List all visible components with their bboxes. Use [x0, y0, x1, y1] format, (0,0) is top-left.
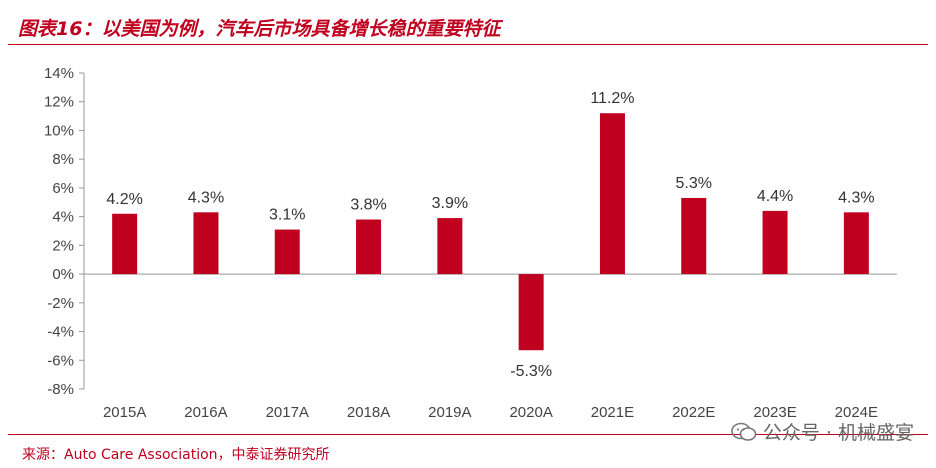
x-tick-label: 2019A	[428, 404, 471, 421]
source-note: 来源：Auto Care Association，中泰证券研究所	[22, 447, 330, 463]
bar-2023E	[762, 210, 788, 275]
x-tick-label: 2018A	[347, 404, 390, 421]
bar-2017A	[274, 229, 300, 275]
figure-header: 图表16：以美国为例，汽车后市场具备增长稳的重要特征	[0, 0, 936, 52]
data-label-2024E: 4.3%	[838, 189, 874, 206]
y-tick-label: -4%	[47, 324, 74, 341]
watermark-text: 公众号 · 机械盛宴	[762, 422, 914, 444]
y-tick-label: 2%	[52, 237, 74, 254]
bar-2024E	[843, 212, 869, 275]
x-tick-label: 2024E	[835, 404, 878, 421]
data-label-2020A: -5.3%	[510, 363, 552, 380]
data-label-2022E: 5.3%	[676, 175, 712, 192]
data-label-2015A: 4.2%	[106, 191, 142, 208]
figure-title: 图表16：以美国为例，汽车后市场具备增长稳的重要特征	[18, 18, 501, 40]
data-label-2017A: 3.1%	[269, 207, 305, 224]
y-tick-label: 0%	[52, 266, 74, 283]
bar-2016A	[193, 212, 219, 275]
x-tick-label: 2021E	[591, 404, 634, 421]
y-tick-label: 14%	[44, 65, 74, 82]
wechat-icon	[731, 422, 757, 441]
y-tick-label: 8%	[52, 151, 74, 168]
title-rule	[8, 44, 928, 45]
x-tick-label: 2016A	[184, 404, 227, 421]
data-label-2021E: 11.2%	[590, 90, 634, 107]
bar-2018A	[356, 219, 382, 275]
bar-2020A	[518, 274, 544, 351]
x-tick-label: 2023E	[753, 404, 796, 421]
bar-2015A	[112, 213, 138, 275]
y-tick-label: -2%	[47, 295, 74, 312]
y-tick-label: 6%	[52, 180, 74, 197]
y-tick-label: -6%	[47, 352, 74, 369]
data-label-2019A: 3.9%	[432, 195, 468, 212]
y-tick-label: -8%	[47, 381, 74, 398]
watermark: 公众号 · 机械盛宴	[731, 418, 914, 445]
y-tick-label: 4%	[52, 209, 74, 226]
footer-rule	[8, 434, 928, 435]
bar-2019A	[437, 218, 463, 275]
bar-2021E	[599, 113, 625, 275]
data-label-2016A: 4.3%	[188, 189, 224, 206]
y-tick-label: 10%	[44, 122, 74, 139]
bar-2022E	[681, 197, 707, 275]
y-tick-label: 12%	[44, 94, 74, 111]
x-tick-label: 2017A	[266, 404, 309, 421]
data-label-2023E: 4.4%	[757, 188, 793, 205]
x-tick-label: 2020A	[509, 404, 552, 421]
data-label-2018A: 3.8%	[350, 197, 386, 214]
x-tick-label: 2015A	[103, 404, 146, 421]
x-tick-label: 2022E	[672, 404, 715, 421]
